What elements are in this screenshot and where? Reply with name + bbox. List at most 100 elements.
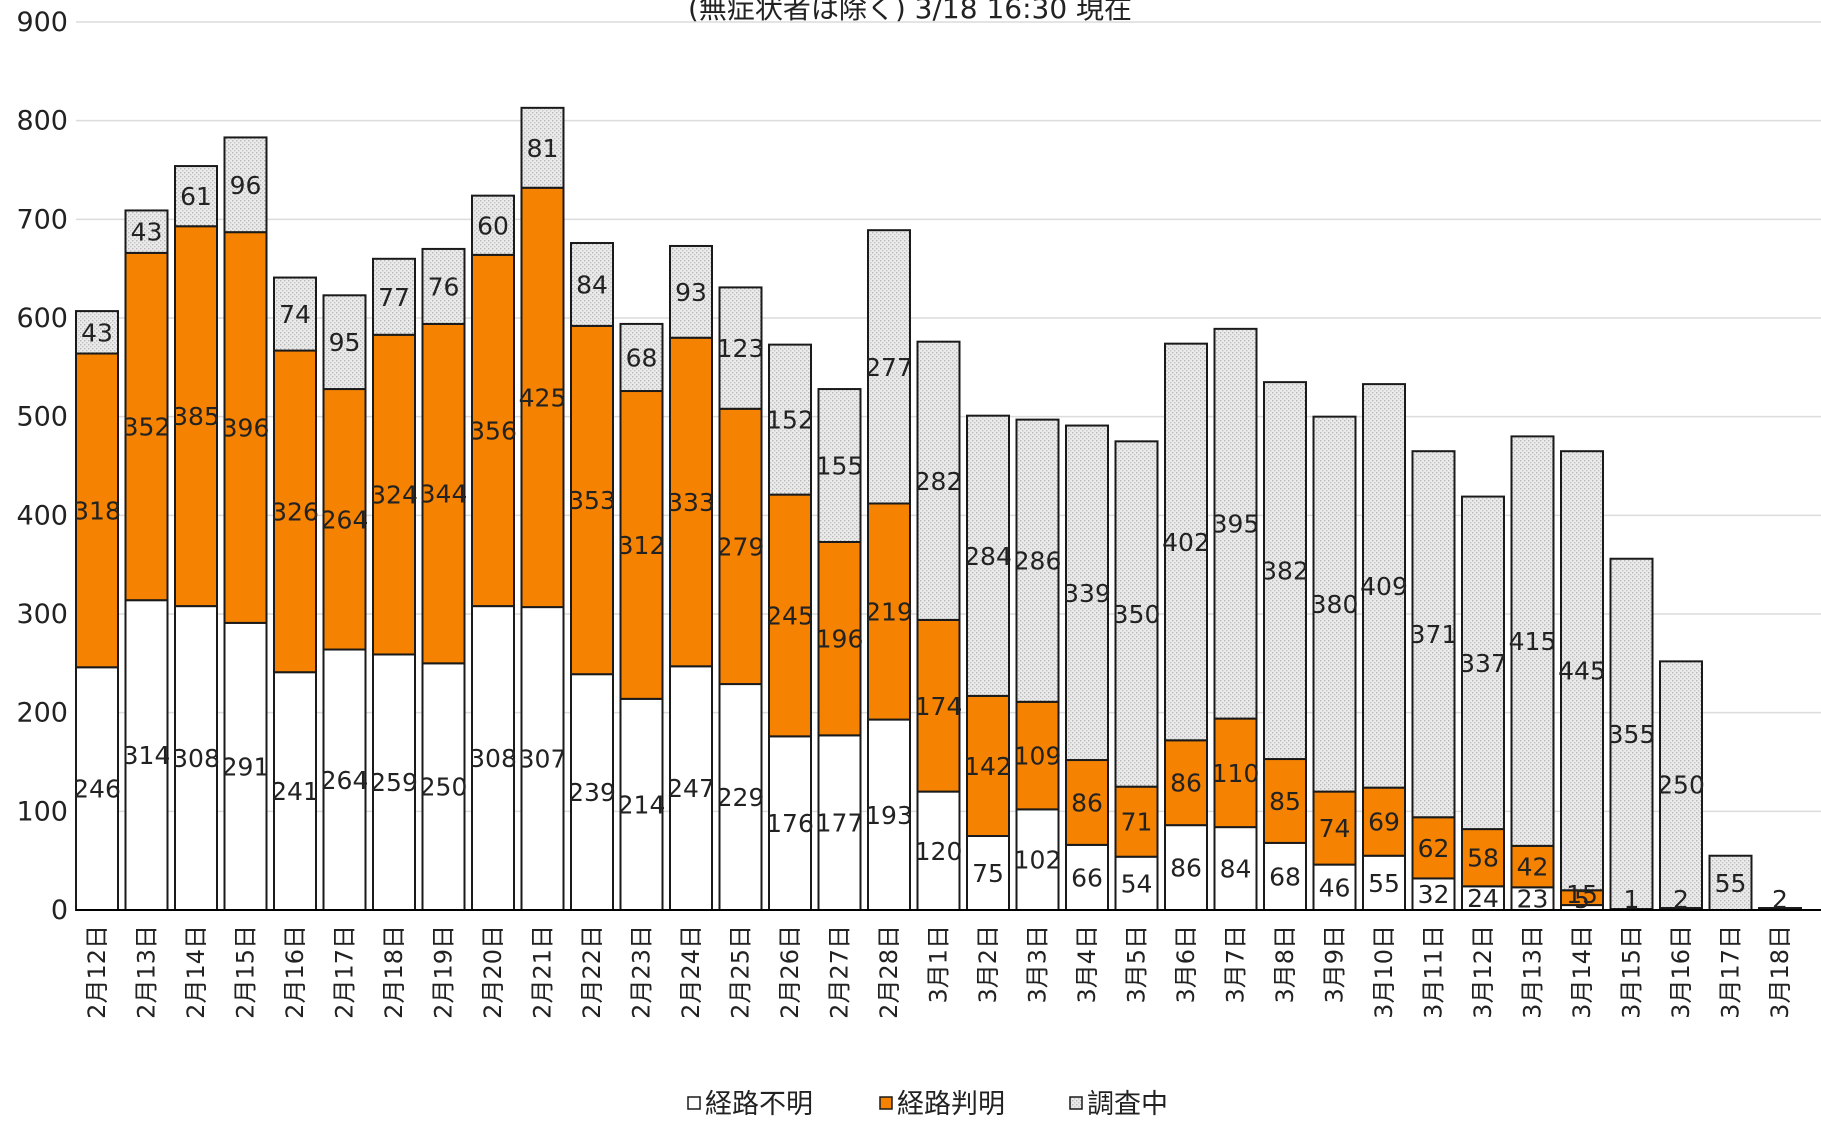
bar-segment-unknown-route-15 xyxy=(817,734,862,911)
bar-segment-unknown-route-9 xyxy=(520,606,565,911)
data-label-under-investigation-31: 355 xyxy=(1608,720,1656,749)
bar-segment-under-investigation-3 xyxy=(223,136,268,234)
data-label-known-route-19: 109 xyxy=(1014,742,1062,771)
bar-segment-under-investigation-16 xyxy=(867,229,911,505)
data-label-unknown-route-0: 246 xyxy=(73,775,121,804)
data-label-known-route-18: 142 xyxy=(964,752,1012,781)
bar-segment-unknown-route-14 xyxy=(768,735,812,912)
bar-segment-unknown-route-12 xyxy=(669,665,713,911)
data-label-unknown-route-12: 247 xyxy=(667,774,715,803)
data-label-under-investigation-1: 43 xyxy=(131,218,163,247)
bar-segment-known-route-24 xyxy=(1263,758,1307,844)
bar-segment-known-route-26 xyxy=(1362,786,1406,857)
x-tick-label-29: 3月13日 xyxy=(1519,925,1547,1019)
y-tick-label-400: 400 xyxy=(16,500,68,531)
data-label-under-investigation-20: 339 xyxy=(1063,579,1111,608)
bar-segment-under-investigation-29 xyxy=(1510,435,1555,847)
data-label-under-investigation-33: 55 xyxy=(1715,869,1747,898)
bar-segment-known-route-16 xyxy=(867,502,911,721)
legend-label-known-route: 経路判明 xyxy=(897,1089,1005,1120)
y-tick-label-300: 300 xyxy=(16,599,68,630)
bar-segment-under-investigation-23 xyxy=(1213,327,1258,720)
data-label-unknown-route-21: 54 xyxy=(1121,869,1153,898)
bar-segment-known-route-15 xyxy=(817,540,862,737)
data-label-known-route-2: 385 xyxy=(172,402,220,431)
x-tick-label-15: 2月27日 xyxy=(826,925,854,1019)
data-label-under-investigation-10: 84 xyxy=(576,270,608,299)
data-label-known-route-9: 425 xyxy=(519,383,567,412)
data-label-unknown-route-17: 120 xyxy=(915,837,963,866)
data-label-unknown-route-28: 24 xyxy=(1467,884,1499,913)
data-label-under-investigation-5: 95 xyxy=(329,328,361,357)
x-tick-label-4: 2月16日 xyxy=(281,925,309,1019)
x-tick-label-23: 3月7日 xyxy=(1222,925,1250,1004)
x-tick-label-9: 2月21日 xyxy=(529,925,557,1019)
data-label-under-investigation-21: 350 xyxy=(1113,600,1161,629)
data-label-under-investigation-6: 77 xyxy=(378,283,410,312)
x-tick-label-21: 3月5日 xyxy=(1123,925,1151,1004)
data-label-unknown-route-4: 241 xyxy=(271,777,319,806)
data-label-known-route-21: 71 xyxy=(1121,808,1153,837)
bar-segment-under-investigation-32 xyxy=(1659,660,1703,910)
bar-segment-under-investigation-25 xyxy=(1312,415,1357,793)
bar-segment-under-investigation-2 xyxy=(174,165,218,228)
bar-segment-known-route-7 xyxy=(421,322,466,665)
chart-title: (無症状者は除く) 3/18 16:30 現在 xyxy=(688,0,1132,25)
x-tick-label-24: 3月8日 xyxy=(1271,925,1299,1004)
data-label-known-route-10: 353 xyxy=(568,486,616,515)
bar-segment-known-route-13 xyxy=(718,407,763,686)
data-label-unknown-route-5: 264 xyxy=(321,766,369,795)
y-tick-label-600: 600 xyxy=(16,303,68,334)
data-label-under-investigation-19: 286 xyxy=(1014,547,1062,576)
y-tick-label-0: 0 xyxy=(51,895,68,926)
bar-segment-under-investigation-1 xyxy=(124,209,169,254)
x-tick-label-27: 3月11日 xyxy=(1420,925,1448,1019)
data-label-unknown-route-26: 55 xyxy=(1368,869,1400,898)
data-label-unknown-route-15: 177 xyxy=(816,809,864,838)
x-tick-label-32: 3月16日 xyxy=(1667,925,1695,1019)
bar-segment-under-investigation-11 xyxy=(619,322,664,393)
bar-segment-known-route-3 xyxy=(223,231,268,624)
bar-segment-known-route-1 xyxy=(124,251,169,602)
data-label-known-route-12: 333 xyxy=(667,488,715,517)
bar-segment-under-investigation-31 xyxy=(1609,557,1654,911)
data-label-under-investigation-12: 93 xyxy=(675,278,707,307)
data-label-known-route-25: 74 xyxy=(1319,814,1351,843)
y-tick-label-200: 200 xyxy=(16,698,68,729)
data-label-unknown-route-20: 66 xyxy=(1071,863,1103,892)
bar-segment-known-route-28 xyxy=(1461,828,1505,888)
data-label-unknown-route-29: 23 xyxy=(1517,885,1549,914)
data-label-known-route-8: 356 xyxy=(469,416,517,445)
data-label-known-route-7: 344 xyxy=(420,480,468,509)
bar-segment-under-investigation-5 xyxy=(322,294,367,391)
y-tick-label-800: 800 xyxy=(16,106,68,137)
bar-segment-known-route-17 xyxy=(916,618,961,793)
bar-segment-unknown-route-20 xyxy=(1065,843,1109,912)
bar-segment-under-investigation-8 xyxy=(471,194,515,256)
data-label-under-investigation-9: 81 xyxy=(527,134,559,163)
data-label-unknown-route-9: 307 xyxy=(519,745,567,774)
data-label-unknown-route-34: 2 xyxy=(1772,885,1788,914)
data-label-under-investigation-3: 96 xyxy=(230,171,262,200)
data-label-under-investigation-7: 76 xyxy=(428,272,460,301)
data-label-unknown-route-7: 250 xyxy=(420,773,468,802)
x-tick-label-11: 2月23日 xyxy=(628,925,656,1019)
x-tick-label-18: 3月2日 xyxy=(974,925,1002,1004)
bar-segment-unknown-route-6 xyxy=(372,653,416,911)
x-tick-label-20: 3月4日 xyxy=(1073,925,1101,1004)
data-label-unknown-route-6: 259 xyxy=(370,768,418,797)
x-tick-label-12: 2月24日 xyxy=(677,925,705,1019)
y-tick-label-700: 700 xyxy=(16,204,68,235)
data-label-under-investigation-30: 445 xyxy=(1558,657,1606,686)
bar-segment-under-investigation-22 xyxy=(1164,342,1208,742)
data-label-known-route-23: 110 xyxy=(1212,759,1260,788)
legend-swatch-under-investigation xyxy=(1069,1096,1083,1110)
data-label-unknown-route-25: 46 xyxy=(1319,873,1351,902)
data-label-known-route-17: 174 xyxy=(915,692,963,721)
data-label-unknown-route-16: 193 xyxy=(865,801,913,830)
y-tick-label-100: 100 xyxy=(16,796,68,827)
x-tick-label-34: 3月18日 xyxy=(1766,925,1794,1019)
y-tick-label-500: 500 xyxy=(16,402,68,433)
bar-segment-under-investigation-6 xyxy=(372,257,416,336)
